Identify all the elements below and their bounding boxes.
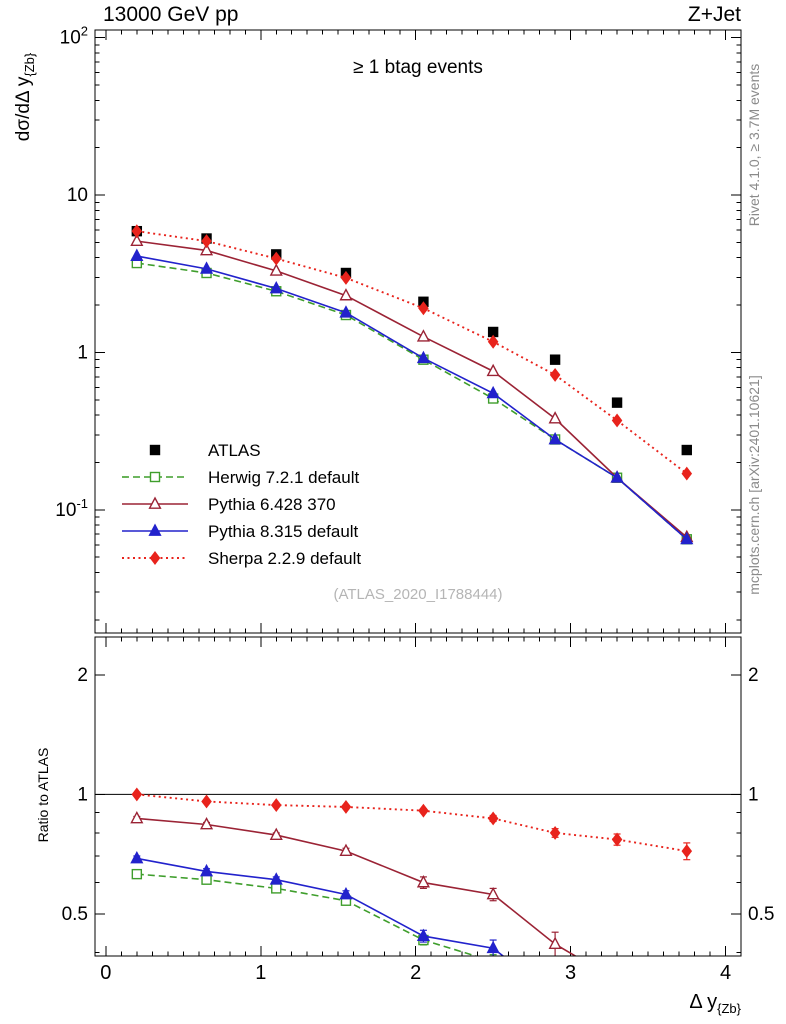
- x-axis-label-text: Δ y: [689, 991, 718, 1013]
- analysis-watermark: (ATLAS_2020_I1788444): [333, 586, 503, 603]
- svg-text:2: 2: [77, 665, 88, 686]
- svg-text:Sherpa 2.2.9 default: Sherpa 2.2.9 default: [208, 549, 361, 568]
- svg-text:0.5: 0.5: [748, 904, 774, 925]
- svg-text:2: 2: [748, 665, 759, 686]
- y-axis-label: dσ/dΔ y{Zb}: [13, 53, 37, 141]
- mcplots-arxiv-label: mcplots.cern.ch [arXiv:2401.10621]: [746, 375, 762, 595]
- svg-text:0: 0: [100, 962, 111, 984]
- ratio-axis-label: Ratio to ATLAS: [35, 747, 51, 843]
- svg-text:1: 1: [77, 784, 88, 805]
- svg-text:ATLAS: ATLAS: [208, 441, 261, 460]
- svg-text:2: 2: [410, 962, 421, 984]
- svg-text:Pythia 8.315 default: Pythia 8.315 default: [208, 522, 359, 541]
- beam-energy-title: 13000 GeV pp: [103, 3, 239, 26]
- selection-label: ≥ 1 btag events: [353, 57, 483, 78]
- svg-text:10-1: 10-1: [55, 496, 88, 521]
- x-axis-label-sub: {Zb}: [717, 1001, 741, 1016]
- svg-text:0.5: 0.5: [62, 904, 88, 925]
- process-title: Z+Jet: [687, 3, 741, 26]
- svg-text:1: 1: [748, 784, 759, 805]
- x-axis-label: Δ y{Zb}: [689, 991, 741, 1016]
- svg-text:Pythia 6.428 370: Pythia 6.428 370: [208, 495, 336, 514]
- svg-text:102: 102: [60, 24, 88, 49]
- svg-text:1: 1: [77, 342, 88, 363]
- y-axis-label-sub: {Zb}: [21, 52, 37, 77]
- svg-text:Herwig 7.2.1 default: Herwig 7.2.1 default: [208, 468, 359, 487]
- y-axis-label-text: dσ/dΔ y: [13, 76, 35, 142]
- svg-text:4: 4: [720, 962, 731, 984]
- svg-text:1: 1: [255, 962, 266, 984]
- rivet-version-label: Rivet 4.1.0, ≥ 3.7M events: [746, 63, 762, 227]
- svg-text:3: 3: [565, 962, 576, 984]
- svg-text:10: 10: [67, 185, 88, 206]
